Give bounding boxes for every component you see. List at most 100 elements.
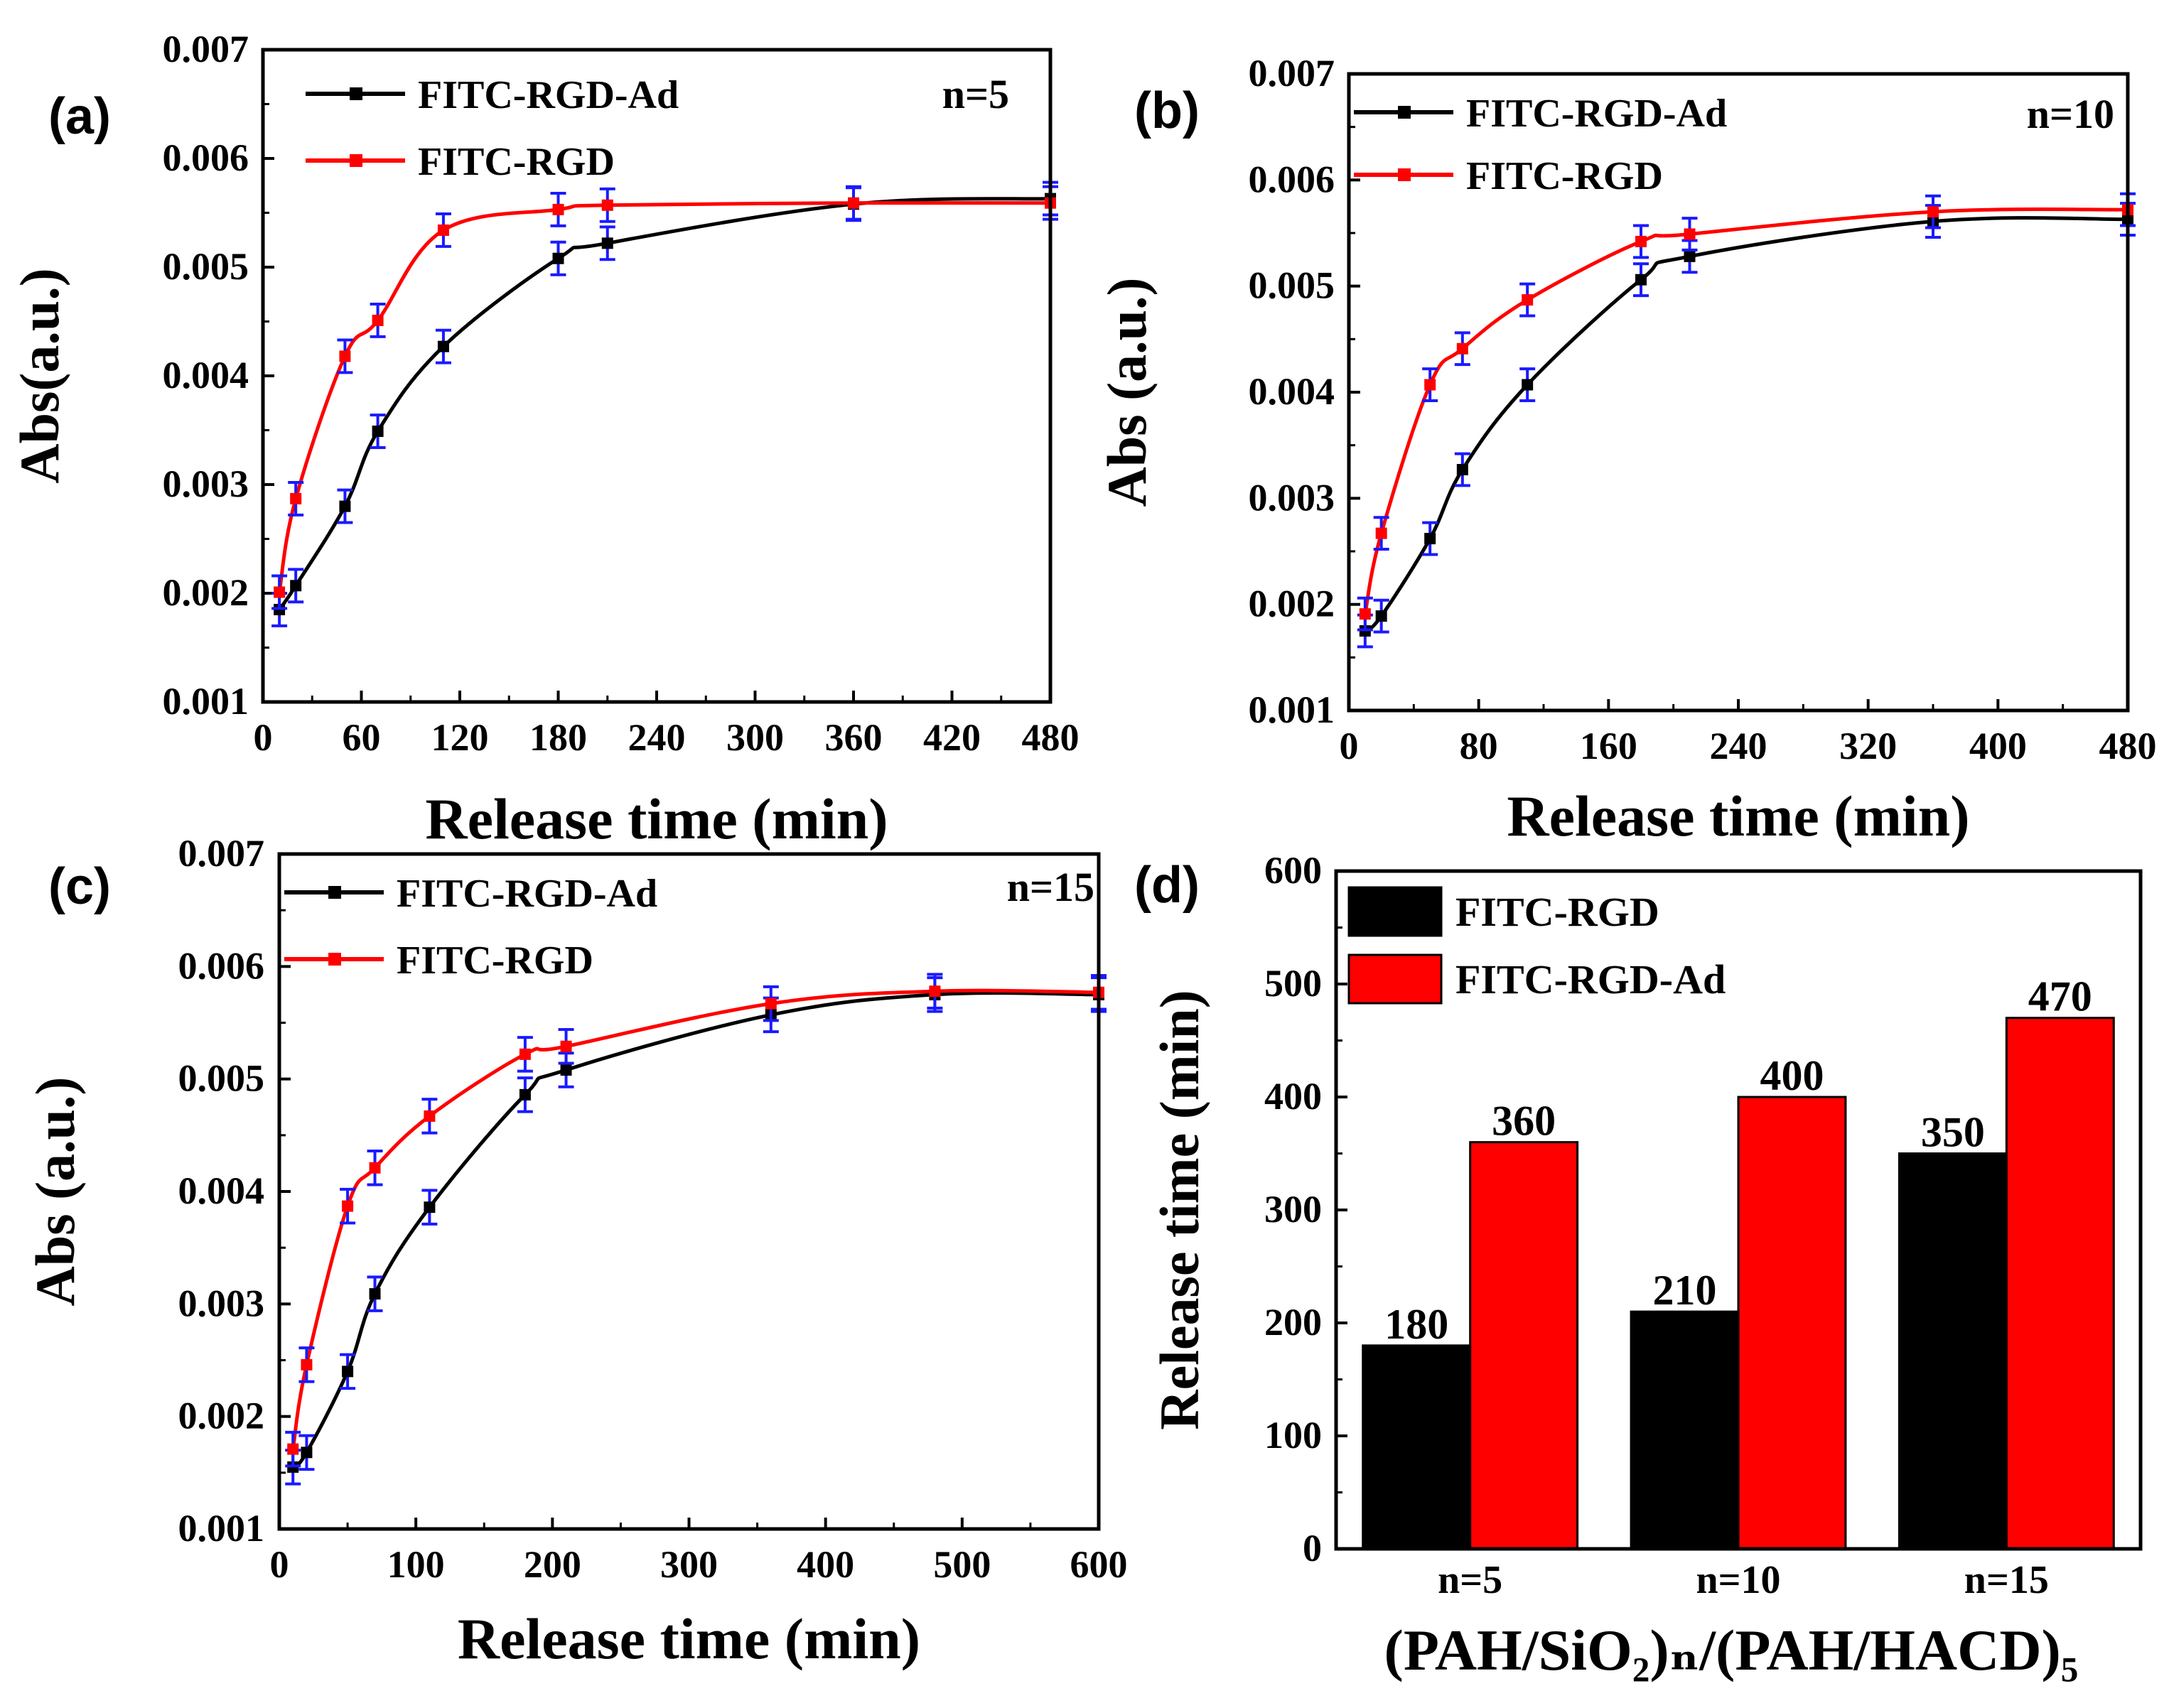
data-point bbox=[1522, 294, 1534, 306]
legend-marker bbox=[1398, 106, 1411, 119]
y-tick-label: 0.002 bbox=[178, 1395, 265, 1437]
x-tick-label: 0 bbox=[270, 1543, 289, 1586]
x-axis-label: Release time (min) bbox=[425, 787, 888, 851]
y-tick-label: 200 bbox=[1264, 1301, 1322, 1344]
bar-fitc-rgd bbox=[1898, 1152, 2008, 1550]
bar-value-label: 360 bbox=[1492, 1098, 1556, 1145]
data-point bbox=[290, 580, 302, 592]
panel-label: (a) bbox=[48, 88, 111, 145]
x-tick-label: 100 bbox=[387, 1543, 445, 1586]
data-point bbox=[560, 1040, 572, 1052]
x-tick-label: n=10 bbox=[1696, 1558, 1780, 1602]
y-axis-label: Abs (a.u.) bbox=[1096, 278, 1158, 507]
x-tick-label: 0 bbox=[254, 716, 273, 759]
bar-fitc-rgd bbox=[1362, 1344, 1472, 1550]
panel-label: (d) bbox=[1134, 857, 1200, 914]
y-tick-label: 0.005 bbox=[178, 1057, 265, 1100]
data-point bbox=[372, 426, 384, 438]
y-tick-label: 0.002 bbox=[1249, 583, 1335, 625]
x-axis-label: Release time (min) bbox=[458, 1606, 920, 1671]
legend-label: FITC-RGD-Ad bbox=[397, 872, 657, 916]
n-annotation: n=15 bbox=[1007, 864, 1094, 910]
data-point bbox=[601, 199, 613, 211]
data-point bbox=[1456, 342, 1468, 355]
y-tick-label: 0.006 bbox=[178, 944, 265, 987]
legend-label: FITC-RGD-Ad bbox=[1455, 956, 1726, 1002]
y-axis-label: Abs (a.u.) bbox=[24, 1077, 86, 1307]
y-tick-label: 0.001 bbox=[163, 680, 249, 723]
x-tick-label: 0 bbox=[1340, 725, 1359, 767]
y-tick-label: 0.007 bbox=[178, 832, 265, 875]
y-tick-label: 0 bbox=[1303, 1527, 1322, 1569]
legend-label: FITC-RGD bbox=[1455, 889, 1659, 935]
bar-value-label: 350 bbox=[1921, 1109, 1985, 1156]
data-point bbox=[1424, 533, 1436, 545]
y-tick-label: 0.004 bbox=[163, 354, 249, 396]
bar-fitc-rgd bbox=[1630, 1310, 1740, 1550]
series-line-black bbox=[278, 197, 1051, 611]
y-tick-label: 0.005 bbox=[163, 245, 249, 288]
y-tick-label: 0.003 bbox=[1249, 476, 1335, 519]
y-tick-label: 300 bbox=[1264, 1188, 1322, 1231]
data-point bbox=[601, 237, 613, 249]
plot-frame bbox=[277, 852, 1101, 1531]
x-tick-label: 600 bbox=[1070, 1543, 1128, 1586]
data-point bbox=[301, 1358, 313, 1371]
data-point bbox=[1375, 527, 1387, 539]
panel-label: (b) bbox=[1134, 82, 1200, 139]
legend-swatch bbox=[1347, 953, 1443, 1005]
panel-b: (b) 0.001 0.002 0.003 0.004 0.005 0.006 0.007 Ab… bbox=[1096, 52, 2157, 848]
y-tick-label: 0.001 bbox=[178, 1507, 265, 1550]
data-point bbox=[929, 985, 941, 998]
plot-frame bbox=[1334, 869, 2143, 1551]
x-tick-label: n=15 bbox=[1964, 1558, 2049, 1602]
x-axis-label: (PAH/SiO₂)ₙ/(PAH/HACD)₅ bbox=[1384, 1618, 2079, 1682]
data-point bbox=[1522, 379, 1534, 391]
bar-value-label: 180 bbox=[1384, 1301, 1448, 1348]
x-tick-label: 240 bbox=[628, 716, 686, 759]
series-line-black bbox=[1364, 216, 2128, 633]
panel-label: (c) bbox=[48, 858, 111, 915]
y-tick-label: 400 bbox=[1264, 1075, 1322, 1118]
data-point bbox=[1684, 228, 1696, 240]
y-axis-label: Abs(a.u.) bbox=[9, 268, 70, 483]
legend-label: FITC-RGD-Ad bbox=[418, 73, 679, 117]
x-tick-label: 300 bbox=[726, 716, 784, 759]
legend-label: FITC-RGD-Ad bbox=[1466, 92, 1727, 136]
y-tick-label: 0.003 bbox=[178, 1282, 265, 1324]
series-line-red bbox=[1363, 207, 2128, 615]
legend-marker bbox=[1398, 168, 1411, 181]
x-tick-label: 60 bbox=[343, 716, 381, 759]
plot-frame bbox=[1347, 72, 2130, 713]
data-point bbox=[372, 314, 384, 326]
y-tick-label: 600 bbox=[1264, 849, 1322, 892]
data-point bbox=[519, 1048, 531, 1060]
x-tick-label: 200 bbox=[524, 1543, 581, 1586]
data-point bbox=[424, 1201, 436, 1214]
x-tick-label: 320 bbox=[1839, 725, 1897, 767]
data-point bbox=[301, 1447, 313, 1459]
legend-marker bbox=[328, 953, 341, 966]
y-tick-label: 0.006 bbox=[1249, 158, 1335, 200]
y-tick-label: 0.003 bbox=[163, 463, 249, 505]
data-point bbox=[552, 252, 564, 264]
data-point bbox=[342, 1200, 354, 1212]
data-point bbox=[848, 197, 859, 209]
bar-value-label: 210 bbox=[1653, 1267, 1717, 1314]
panel-c: (c) 0.001 0.002 0.003 0.004 0.005 0.006 0.007 Ab… bbox=[24, 832, 1128, 1671]
y-tick-label: 0.002 bbox=[163, 571, 249, 614]
data-point bbox=[1375, 610, 1387, 622]
y-tick-label: 0.006 bbox=[163, 136, 249, 179]
data-point bbox=[437, 340, 449, 352]
legend-marker bbox=[328, 886, 341, 899]
x-tick-label: 480 bbox=[2099, 725, 2157, 767]
y-tick-label: 0.005 bbox=[1249, 264, 1335, 307]
data-point bbox=[339, 500, 351, 512]
y-tick-label: 0.007 bbox=[1249, 52, 1335, 94]
n-annotation: n=10 bbox=[2027, 91, 2114, 137]
data-point bbox=[339, 350, 351, 362]
data-point bbox=[274, 586, 286, 598]
data-point bbox=[290, 492, 302, 504]
x-tick-label: 480 bbox=[1022, 716, 1080, 759]
